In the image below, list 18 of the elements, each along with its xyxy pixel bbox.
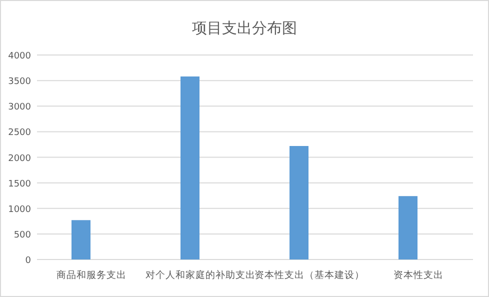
x-tick-label: 资本性支出（基本建设） xyxy=(254,269,364,281)
chart-title: 项目支出分布图 xyxy=(192,19,297,37)
y-tick-label: 2000 xyxy=(8,154,32,164)
y-tick-label: 1000 xyxy=(8,204,32,215)
y-tick-label: 2500 xyxy=(8,128,32,138)
y-tick-label: 3000 xyxy=(8,102,32,113)
y-tick-label: 1500 xyxy=(8,179,32,190)
y-tick-label: 0 xyxy=(25,256,32,266)
x-tick-label: 资本性支出 xyxy=(394,269,444,281)
y-tick-label: 500 xyxy=(14,230,32,240)
x-tick-label: 商品和服务支出 xyxy=(56,269,126,281)
bar xyxy=(180,76,200,260)
y-tick-label: 3500 xyxy=(8,77,32,88)
bar xyxy=(290,146,308,260)
bar xyxy=(72,220,90,260)
x-tick-label: 对个人和家庭的补助支出 xyxy=(146,269,256,281)
bar xyxy=(398,196,418,260)
y-tick-label: 4000 xyxy=(8,52,32,62)
